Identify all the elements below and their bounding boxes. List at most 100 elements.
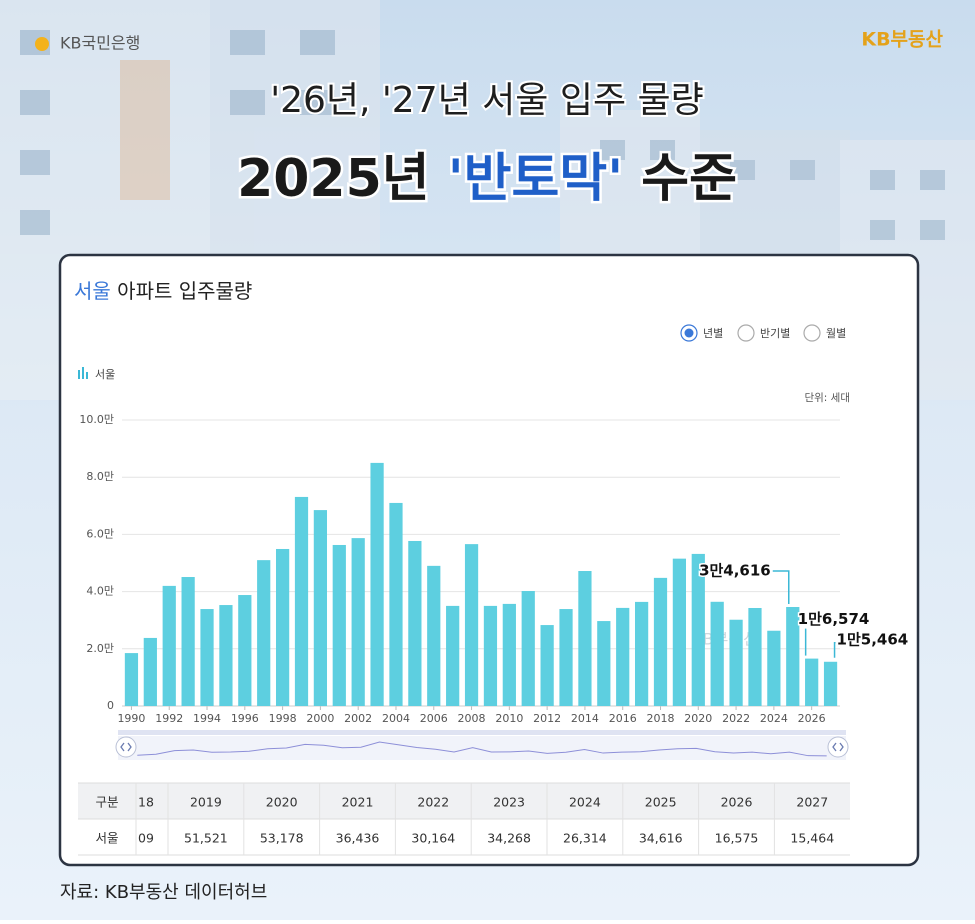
- navigator-handle[interactable]: [827, 736, 849, 758]
- headline-highlight: '반토막': [448, 149, 623, 209]
- radio-dot[interactable]: [684, 328, 694, 338]
- bar: [294, 496, 309, 706]
- legend: 서울: [78, 367, 115, 381]
- y-tick-label: 2.0만: [86, 642, 114, 655]
- bank-logo: KB국민은행: [60, 34, 140, 53]
- radio-button[interactable]: [803, 324, 821, 342]
- y-tick-label: 4.0만: [86, 585, 114, 598]
- x-tick-label: 2020: [684, 712, 712, 725]
- bar: [521, 591, 535, 706]
- bar: [181, 577, 195, 706]
- bar: [540, 625, 554, 706]
- card-title-region: 서울: [74, 279, 111, 303]
- x-tick-label: 2024: [760, 712, 788, 725]
- radio-label[interactable]: 반기별: [760, 327, 790, 340]
- bar: [200, 609, 214, 706]
- handle-circle[interactable]: [827, 736, 849, 758]
- bar: [691, 553, 705, 706]
- x-tick-label: 1994: [193, 712, 221, 725]
- radio-label[interactable]: 년별: [703, 327, 723, 340]
- bar: [238, 595, 252, 706]
- table-cell: 2026: [721, 795, 753, 810]
- annotation-leader: [833, 642, 836, 658]
- x-tick-label: 2026: [798, 712, 826, 725]
- navigator-line: [137, 741, 827, 757]
- radio-option[interactable]: 년별: [680, 324, 723, 342]
- table-cell: 16,575: [715, 831, 759, 846]
- bar: [427, 565, 441, 706]
- radio-label[interactable]: 월별: [826, 327, 846, 340]
- bar: [313, 510, 328, 706]
- bar: [332, 544, 346, 706]
- radio-option[interactable]: 반기별: [737, 324, 790, 342]
- x-tick-label: 1992: [155, 712, 183, 725]
- bar: [805, 658, 819, 706]
- bar: [464, 544, 479, 706]
- bar: [162, 585, 176, 706]
- card-title: 서울 아파트 입주물량: [74, 279, 252, 303]
- handle-arrows[interactable]: [832, 742, 844, 752]
- bar: [257, 560, 271, 706]
- chart-card: [58, 253, 920, 867]
- bar: [408, 540, 422, 706]
- x-tick-label: 2010: [495, 712, 523, 725]
- table-cell: 18: [138, 795, 154, 810]
- plot: 0 2.0만 4.0만 6.0만 8.0만 10.0만 1990 1992 1994 1996 19…: [79, 413, 909, 725]
- table-cell: 36,436: [336, 831, 380, 846]
- x-tick-label: 2016: [609, 712, 637, 725]
- unit-label: 단위: 세대: [804, 391, 850, 404]
- navigator-handle[interactable]: [115, 736, 137, 758]
- x-tick-label: 1996: [231, 712, 259, 725]
- table-cell: 09: [138, 831, 154, 846]
- headline-line2: 2025년 '반토막' 수준: [237, 149, 737, 209]
- table-cell: 34,268: [487, 831, 531, 846]
- navigator-track: [118, 736, 846, 760]
- bar: [143, 637, 157, 706]
- x-tick-label: 2006: [420, 712, 448, 725]
- table-cell: 2019: [190, 795, 222, 810]
- bar: [446, 605, 460, 706]
- bar: [578, 571, 592, 706]
- table-cell: 26,314: [563, 831, 607, 846]
- bar: [483, 605, 498, 706]
- y-tick-label: 10.0만: [79, 413, 114, 426]
- y-tick-label: 8.0만: [86, 470, 114, 483]
- legend-label: 서울: [95, 368, 115, 381]
- bar: [710, 601, 724, 706]
- bar: [370, 462, 384, 706]
- period-options: 년별 반기별 월별: [680, 324, 846, 342]
- table-cell: 15,464: [790, 831, 834, 846]
- radio-option[interactable]: 월별: [803, 324, 846, 342]
- x-tick-label: 2000: [306, 712, 334, 725]
- annotation: 1만5,464: [837, 630, 909, 648]
- table-cell: 53,178: [260, 831, 304, 846]
- table-header-bg: [78, 783, 850, 819]
- annotation: 3만4,616: [699, 561, 771, 579]
- handle-circle[interactable]: [115, 736, 137, 758]
- bar: [389, 502, 403, 706]
- table-cell: 34,616: [639, 831, 683, 846]
- x-tick-label: 2018: [647, 712, 675, 725]
- bank-logo-icon: [35, 37, 49, 51]
- x-tick-label: 1998: [269, 712, 297, 725]
- table-cell: 2025: [645, 795, 677, 810]
- bar: [616, 607, 630, 706]
- brand-logo: KB부동산: [861, 29, 943, 51]
- bar: [634, 601, 649, 706]
- legend-icon: [78, 370, 80, 379]
- bar: [767, 630, 781, 706]
- x-tick-label: 2004: [382, 712, 410, 725]
- radio-button[interactable]: [737, 324, 755, 342]
- table-cell: 30,164: [411, 831, 455, 846]
- bar: [748, 607, 762, 706]
- handle-arrows[interactable]: [120, 742, 132, 752]
- headline-line1: '26년, '27년 서울 입주 물량: [270, 80, 704, 121]
- bar: [597, 621, 611, 706]
- x-tick-label: 2002: [344, 712, 372, 725]
- bar: [219, 605, 233, 706]
- bar: [823, 661, 838, 706]
- x-tick-label: 1990: [117, 712, 145, 725]
- annotation: 1만6,574: [798, 610, 870, 628]
